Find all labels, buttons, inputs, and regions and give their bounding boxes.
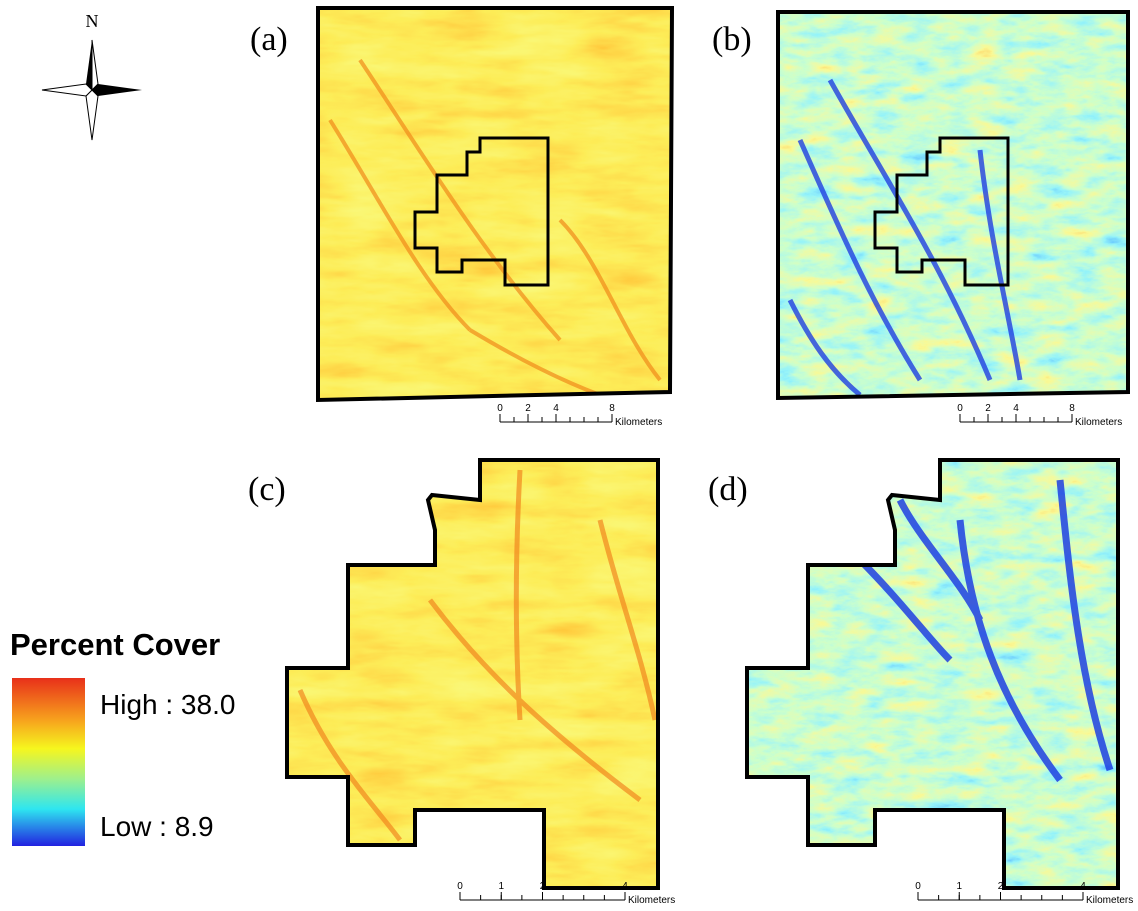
scale-tick-label: 4	[553, 403, 559, 414]
figure: N Percent Cover High : 38.0 Low : 8.9 (a…	[0, 0, 1138, 911]
scale-tick-label: 8	[609, 403, 615, 414]
scale-tick-label: 4	[622, 881, 628, 892]
scale-tick-label: 8	[1069, 403, 1075, 414]
legend-title: Percent Cover	[10, 627, 220, 662]
scale-tick-label: 0	[915, 881, 921, 892]
legend-low: Low : 8.9	[100, 811, 214, 842]
compass: N	[42, 11, 142, 140]
scale-tick-label: 0	[957, 403, 963, 414]
scale-tick-label: 4	[1080, 881, 1086, 892]
compass-label: N	[86, 11, 99, 31]
scale-unit: Kilometers	[1075, 417, 1122, 428]
scale-tick-label: 4	[1013, 403, 1019, 414]
scale-tick-label: 1	[498, 881, 504, 892]
scale-tick-label: 1	[956, 881, 962, 892]
panel-label: (b)	[712, 21, 752, 58]
scale-tick-label: 0	[457, 881, 463, 892]
scale-tick-label: 2	[998, 881, 1004, 892]
legend-ramp	[12, 678, 85, 846]
scale-unit: Kilometers	[1086, 895, 1133, 906]
panel-label: (a)	[250, 21, 288, 58]
panel-label: (c)	[248, 471, 286, 508]
scale-unit: Kilometers	[615, 417, 662, 428]
scale-tick-label: 2	[540, 881, 546, 892]
scale-tick-label: 2	[525, 403, 531, 414]
legend-high: High : 38.0	[100, 689, 235, 720]
scale-unit: Kilometers	[628, 895, 675, 906]
scale-tick-label: 2	[985, 403, 991, 414]
panel-label: (d)	[708, 471, 748, 508]
scale-tick-label: 0	[497, 403, 503, 414]
